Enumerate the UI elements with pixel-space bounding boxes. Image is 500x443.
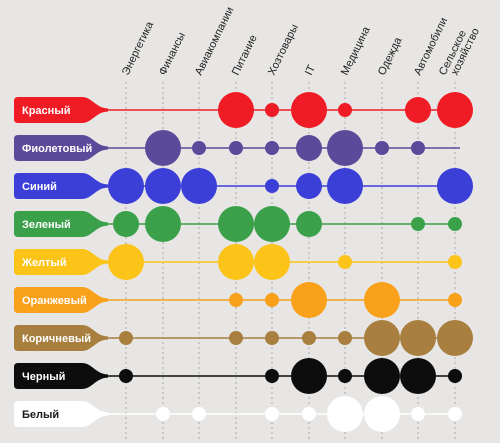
bubble-черный-1 xyxy=(119,369,133,383)
bubble-красный-9 xyxy=(405,97,431,123)
bubble-черный-9 xyxy=(400,358,436,394)
row-label-pill xyxy=(14,249,108,275)
row-1: Красный xyxy=(14,92,473,128)
bubble-белый-3 xyxy=(192,407,206,421)
row-label: Красный xyxy=(22,105,70,117)
bubble-зеленый-5 xyxy=(254,206,290,242)
row-label-pill xyxy=(14,97,108,123)
bubble-желтый-7 xyxy=(338,255,352,269)
bubble-оранжевый-5 xyxy=(265,293,279,307)
bubble-черный-8 xyxy=(364,358,400,394)
bubble-коричневый-1 xyxy=(119,331,133,345)
bubble-синий-3 xyxy=(181,168,217,204)
bubble-белый-7 xyxy=(327,396,363,432)
row-5: Желтый xyxy=(14,244,462,280)
bubble-белый-9 xyxy=(411,407,425,421)
bubble-красный-6 xyxy=(291,92,327,128)
row-label: Черный xyxy=(22,371,65,383)
bubble-синий-7 xyxy=(327,168,363,204)
bubble-фиолетовый-3 xyxy=(192,141,206,155)
row-label: Белый xyxy=(22,409,59,421)
bubble-зеленый-4 xyxy=(218,206,254,242)
bubble-синий-2 xyxy=(145,168,181,204)
column-label-5: Хозтовары xyxy=(266,22,301,77)
bubble-фиолетовый-6 xyxy=(296,135,322,161)
bubble-зеленый-10 xyxy=(448,217,462,231)
color-rows: Красный Фиолетовый Синий Зеленый Желтый Оранж… xyxy=(14,92,473,432)
bubble-коричневый-9 xyxy=(400,320,436,356)
bubble-зеленый-1 xyxy=(113,211,139,237)
row-label: Оранжевый xyxy=(22,295,87,307)
bubble-синий-5 xyxy=(265,179,279,193)
bubble-коричневый-4 xyxy=(229,331,243,345)
bubble-желтый-1 xyxy=(108,244,144,280)
row-label: Зеленый xyxy=(22,219,71,231)
bubble-фиолетовый-2 xyxy=(145,130,181,166)
bubble-белый-10 xyxy=(448,407,462,421)
bubble-красный-4 xyxy=(218,92,254,128)
row-2: Фиолетовый xyxy=(14,130,460,166)
column-label-3: Авиакомпании xyxy=(193,5,236,77)
row-label-pill xyxy=(14,211,108,237)
bubble-белый-2 xyxy=(156,407,170,421)
row-label-pill xyxy=(14,287,108,313)
bubble-коричневый-6 xyxy=(302,331,316,345)
bubble-красный-10 xyxy=(437,92,473,128)
bubble-зеленый-6 xyxy=(296,211,322,237)
row-label-pill xyxy=(14,135,108,161)
bubble-красный-7 xyxy=(338,103,352,117)
row-label-pill xyxy=(14,401,108,427)
column-label-8: Одежда xyxy=(376,35,405,78)
bubble-оранжевый-6 xyxy=(291,282,327,318)
bubble-синий-10 xyxy=(437,168,473,204)
bubble-коричневый-7 xyxy=(338,331,352,345)
column-label-2: Финансы xyxy=(157,30,188,77)
row-label: Фиолетовый xyxy=(22,143,92,155)
row-8: Черный xyxy=(14,358,462,394)
row-7: Коричневый xyxy=(14,320,473,356)
row-label: Синий xyxy=(22,181,57,193)
bubble-желтый-4 xyxy=(218,244,254,280)
bubble-белый-8 xyxy=(364,396,400,432)
bubble-зеленый-9 xyxy=(411,217,425,231)
bubble-красный-5 xyxy=(265,103,279,117)
row-9: Белый xyxy=(14,396,462,432)
bubble-оранжевый-10 xyxy=(448,293,462,307)
column-label-7: Медицина xyxy=(339,24,373,77)
bubble-коричневый-10 xyxy=(437,320,473,356)
row-label-pill xyxy=(14,325,108,351)
bubble-оранжевый-4 xyxy=(229,293,243,307)
row-3: Синий xyxy=(14,168,473,204)
row-label-pill xyxy=(14,173,108,199)
row-label: Желтый xyxy=(21,257,67,269)
bubble-фиолетовый-8 xyxy=(375,141,389,155)
row-label: Коричневый xyxy=(22,333,91,345)
bubble-синий-1 xyxy=(108,168,144,204)
bubble-желтый-10 xyxy=(448,255,462,269)
bubble-черный-7 xyxy=(338,369,352,383)
bubble-синий-6 xyxy=(296,173,322,199)
bubble-фиолетовый-7 xyxy=(327,130,363,166)
bubble-фиолетовый-4 xyxy=(229,141,243,155)
row-6: Оранжевый xyxy=(14,282,462,318)
column-label-4: Питание xyxy=(230,33,260,77)
row-label-pill xyxy=(14,363,108,389)
bubble-зеленый-2 xyxy=(145,206,181,242)
bubble-коричневый-8 xyxy=(364,320,400,356)
bubble-фиолетовый-5 xyxy=(265,141,279,155)
bubble-оранжевый-8 xyxy=(364,282,400,318)
bubble-черный-5 xyxy=(265,369,279,383)
row-4: Зеленый xyxy=(14,206,462,242)
bubble-черный-10 xyxy=(448,369,462,383)
bubble-черный-6 xyxy=(291,358,327,394)
column-label-1: Энергетика xyxy=(120,19,157,77)
bubble-белый-6 xyxy=(302,407,316,421)
bubble-фиолетовый-9 xyxy=(411,141,425,155)
bubble-белый-5 xyxy=(265,407,279,421)
column-label-6: IT xyxy=(303,63,318,77)
bubble-коричневый-5 xyxy=(265,331,279,345)
bubble-желтый-5 xyxy=(254,244,290,280)
